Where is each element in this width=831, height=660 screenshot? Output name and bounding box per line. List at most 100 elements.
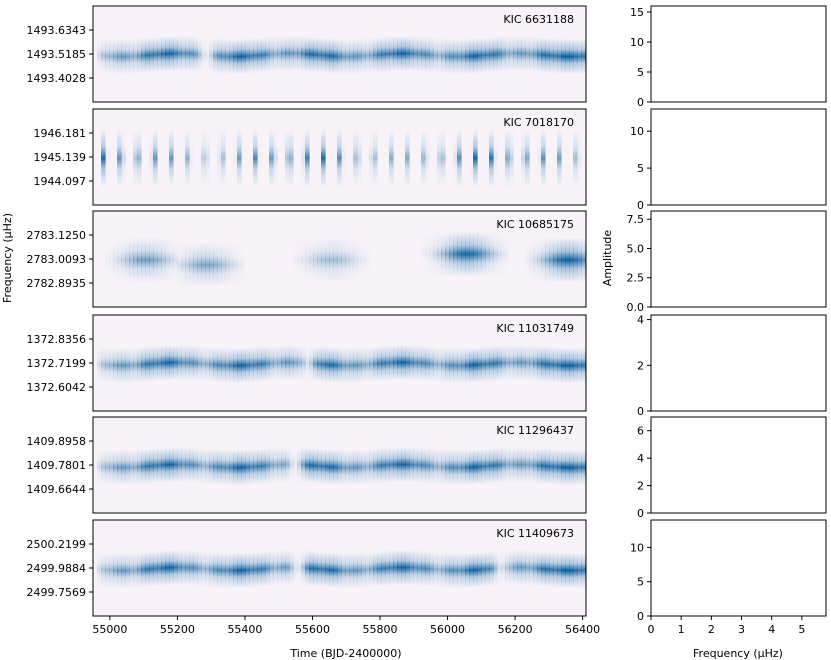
heatmap-column <box>421 36 426 72</box>
heatmap-column <box>493 129 498 187</box>
heatmap-column <box>177 344 182 381</box>
heatmap-column <box>253 129 258 187</box>
heatmap-column <box>565 347 570 384</box>
heatmap-column <box>525 36 530 72</box>
heatmap-column <box>545 551 550 587</box>
heatmap-column <box>241 552 246 588</box>
heatmap-column <box>529 36 534 72</box>
heatmap-column <box>109 552 114 588</box>
heatmap-column <box>549 38 554 74</box>
heatmap-column <box>121 129 126 187</box>
heatmap-column <box>325 38 330 74</box>
heatmap-column <box>401 344 406 381</box>
heatmap-column <box>473 347 478 383</box>
heatmap-column <box>553 449 558 485</box>
heatmap-column <box>149 551 154 587</box>
heatmap-column <box>533 550 538 586</box>
star-label: KIC 10685175 <box>496 218 574 231</box>
heatmap-column <box>157 345 162 381</box>
spectrum-x-tick-label: 0 <box>648 623 655 636</box>
heatmap-column <box>125 38 130 75</box>
heatmap-column <box>177 35 182 72</box>
heatmap-column <box>233 38 238 75</box>
heatmap-column <box>349 552 354 589</box>
heatmap-column <box>97 37 102 74</box>
heatmap-column <box>557 347 562 383</box>
heatmap-column <box>413 550 418 586</box>
heatmap-column <box>365 38 370 74</box>
heatmap-column <box>161 237 166 283</box>
heatmap-column <box>117 38 122 75</box>
heatmap-column <box>345 38 350 75</box>
heatmap-column <box>537 346 542 382</box>
heatmap-column <box>257 129 262 187</box>
spectrum-frame-2 <box>650 108 827 206</box>
heatmap-column <box>513 344 518 381</box>
heatmap-column <box>357 237 362 283</box>
heatmap-column <box>401 446 406 483</box>
heatmap-column <box>521 36 526 72</box>
heatmap-column <box>569 449 574 486</box>
heatmap-column <box>309 550 314 586</box>
heatmap-column <box>209 346 214 382</box>
heatmap-column <box>333 552 338 588</box>
heatmap-column <box>369 346 374 382</box>
y-tick-label: 1493.4028 <box>27 72 87 85</box>
heatmap-column <box>277 345 282 381</box>
x-tick-label: 55000 <box>92 623 127 636</box>
heatmap-column <box>269 36 274 72</box>
heatmap-column <box>101 552 106 588</box>
y-tick-label: 1493.6343 <box>27 24 87 37</box>
heatmap-column <box>353 38 358 74</box>
heatmap-column <box>153 237 158 283</box>
heatmap-column <box>97 551 102 588</box>
heatmap-column <box>489 231 494 277</box>
heatmap-column <box>205 448 210 484</box>
heatmap-column <box>453 231 458 277</box>
heatmap-column <box>341 237 346 283</box>
spectrum-y-tick-label: 4 <box>637 314 644 327</box>
heatmap-column <box>373 37 378 73</box>
heatmap-column <box>145 346 150 382</box>
heatmap-column <box>137 347 142 383</box>
heatmap-column <box>413 447 418 483</box>
heatmap-column <box>521 550 526 586</box>
heatmap-column <box>245 552 250 588</box>
heatmap-column <box>497 231 502 277</box>
heatmap-column <box>441 129 446 187</box>
heatmap-column <box>117 237 122 283</box>
heatmap-column <box>473 129 478 187</box>
heatmap-column <box>577 449 582 485</box>
heatmap-column <box>297 345 302 381</box>
heatmap-column <box>441 449 446 485</box>
x-tick-label: 55200 <box>160 623 195 636</box>
heatmap-column <box>201 242 206 288</box>
heatmap-column <box>125 347 130 384</box>
heatmap-column <box>377 551 382 587</box>
heatmap-column <box>553 38 558 74</box>
heatmap-column <box>369 129 374 187</box>
heatmap-column <box>249 449 254 485</box>
heatmap-column <box>461 552 466 589</box>
heatmap-column <box>477 231 482 277</box>
heatmap-column <box>389 550 394 586</box>
heatmap-column <box>261 37 266 73</box>
heatmap-column <box>429 37 434 73</box>
heatmap-column <box>257 37 262 73</box>
heatmap-column <box>397 344 402 381</box>
heatmap-column <box>293 549 298 586</box>
heatmap-column <box>433 37 438 73</box>
heatmap-column <box>465 38 470 74</box>
heatmap-column <box>565 552 570 589</box>
heatmap-column <box>185 447 190 483</box>
heatmap-column <box>133 552 138 588</box>
heatmap-column <box>201 551 206 587</box>
heatmap-column <box>445 347 450 383</box>
heatmap-column <box>429 551 434 587</box>
heatmap-column <box>165 447 170 483</box>
heatmap-column <box>513 549 518 586</box>
spectrum-x-axis-label: Frequency (µHz) <box>693 647 783 660</box>
heatmap-column <box>281 447 286 483</box>
heatmap-column <box>521 129 526 187</box>
heatmap-column <box>265 346 270 382</box>
